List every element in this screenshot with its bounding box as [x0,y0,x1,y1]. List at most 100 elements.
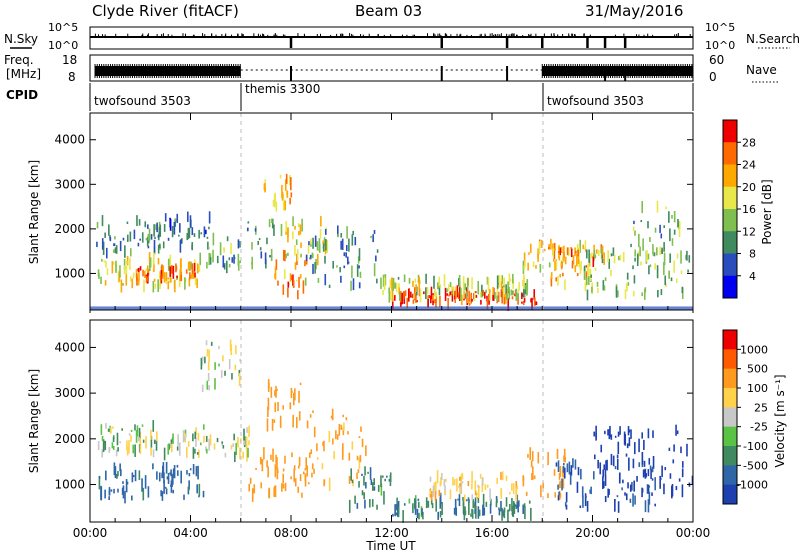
power-cell [318,243,321,253]
velocity-cell [131,495,133,501]
power-cell [126,221,129,224]
power-cell [188,277,191,287]
power-cell [410,291,412,298]
velocity-cell [425,497,428,509]
velocity-cell [120,469,122,477]
velocity-cell [612,455,615,467]
power-cell [392,278,395,291]
power-cell [663,225,665,228]
velocity-colorbar-label: Velocity [m s⁻¹] [773,374,787,467]
freq-label: Freq. [4,53,34,67]
power-cell [633,275,636,284]
power-cell [206,261,208,269]
power-cell [251,242,253,250]
velocity-cell [138,427,141,439]
power-cell [123,265,126,275]
velocity-cell [248,483,251,492]
velocity-cell [354,495,356,504]
power-cell [312,237,314,249]
velocity-cell [607,429,609,436]
power-cell [370,235,372,239]
x-axis: 00:00 04:00 08:00 12:00 16:00 20:00 00:00 [73,113,710,540]
velocity-cell [377,484,380,492]
velocity-cells [97,339,694,523]
power-cell [147,224,149,229]
velocity-cell [664,466,667,471]
power-cell [325,227,328,231]
power-cell [154,236,156,239]
power-cell [613,254,616,264]
power-cell [475,294,478,298]
velocity-cell [511,483,513,491]
power-cell [455,286,457,299]
velocity-cell [522,480,525,487]
velocity-cell [207,372,210,382]
velocity-cell [459,485,461,495]
velocity-cell [170,469,172,477]
velocity-cell [235,442,237,456]
power-cell [180,271,183,282]
velocity-cell [205,436,208,442]
velocity-cell [503,507,506,513]
velocity-cell [373,486,376,491]
velocity-cell [274,485,277,498]
velocity-cell [313,426,316,438]
velocity-cell [625,493,628,501]
power-cell [560,262,563,267]
velocity-cell [188,485,190,491]
velocity-cell [359,455,362,463]
velocity-cell [418,512,420,520]
power-cell [169,254,172,266]
power-cell [176,213,179,223]
power-cell [659,224,661,233]
velocity-cell [131,472,134,483]
velocity-cell [599,462,602,475]
power-cell [203,226,206,238]
velocity-cell [467,497,470,500]
power-cell [604,277,607,281]
power-cell [301,218,303,232]
power-cell [180,258,182,268]
velocity-cell [297,486,300,493]
cpid-label: CPID [6,88,38,102]
power-cell [560,247,563,250]
velocity-cell [197,465,199,480]
power-cell [454,290,456,300]
velocity-cell [463,508,466,521]
velocity-cell [563,462,565,466]
power-cell [157,244,160,254]
velocity-cell [198,483,201,496]
velocity-cell [203,435,205,443]
power-cell [287,287,289,298]
velocity-cell [312,410,314,413]
power-cell [552,258,555,262]
power-cell [348,238,350,252]
velocity-cell [110,427,112,434]
power-cell [130,276,132,282]
power-cell [538,241,541,255]
power-cell [96,241,98,248]
velocity-cell [304,468,307,471]
velocity-cell [618,472,621,483]
power-cell [144,221,147,228]
power-cell [646,250,648,254]
power-cell [512,279,515,289]
power-cell [307,245,310,254]
power-cell [302,280,305,294]
power-cell [676,253,679,259]
velocity-cell [482,504,484,516]
power-cell [205,229,207,235]
power-cell [462,275,465,290]
power-cell [579,239,581,253]
power-cell [557,250,560,254]
power-cell [373,229,376,235]
velocity-cell [367,471,369,474]
power-cell [528,252,530,255]
velocity-cell [162,462,165,476]
velocity-cell [441,502,443,515]
power-cell [554,247,556,251]
velocity-cell [330,415,333,419]
power-cell [351,234,354,246]
velocity-cell [586,500,589,512]
velocity-colorbar-swatch [723,330,737,350]
